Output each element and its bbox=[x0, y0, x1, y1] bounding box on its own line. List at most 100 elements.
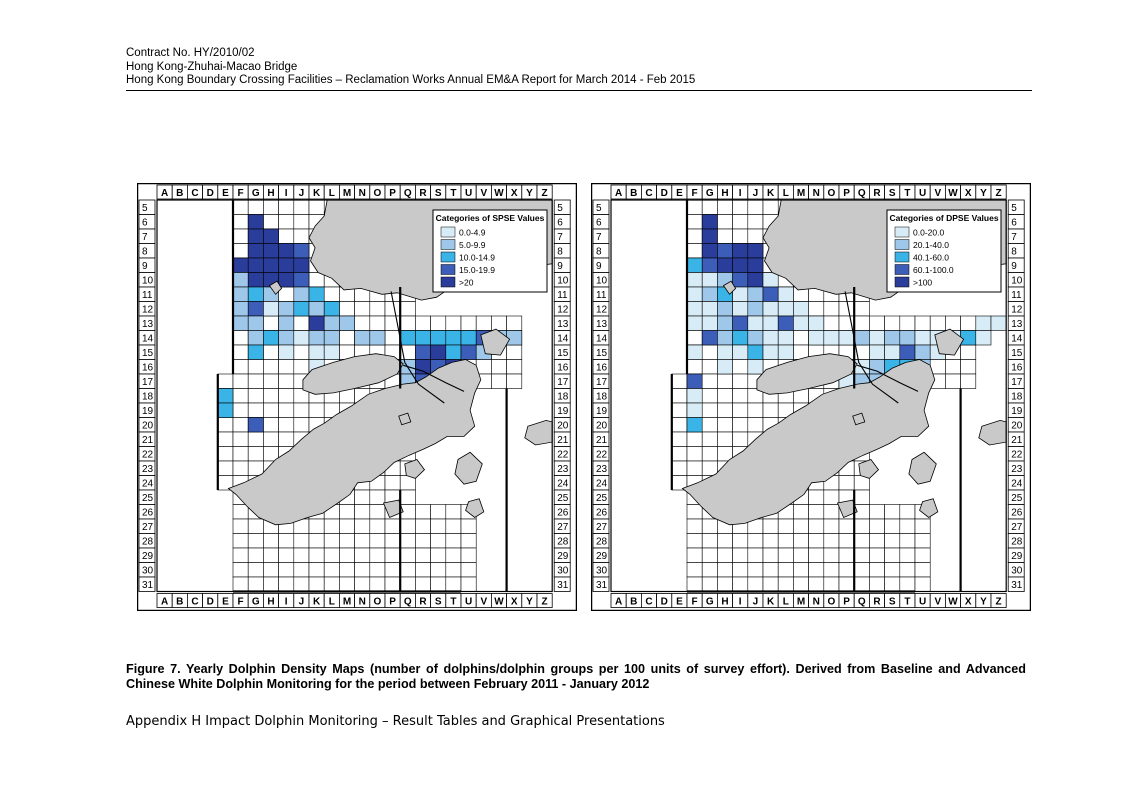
column-label-O: O bbox=[828, 597, 836, 608]
column-label-D: D bbox=[661, 597, 668, 608]
legend-swatch bbox=[440, 264, 456, 275]
column-label-D: D bbox=[207, 188, 214, 199]
density-cell-J13 bbox=[747, 315, 764, 331]
bridge-lines bbox=[844, 291, 919, 404]
density-cell-G11 bbox=[701, 286, 718, 302]
row-label-30: 30 bbox=[596, 566, 608, 577]
row-label-24: 24 bbox=[557, 479, 569, 490]
header-project: Hong Kong-Zhuhai-Macao Bridge bbox=[126, 60, 298, 73]
density-cell-I15 bbox=[732, 344, 749, 360]
column-label-U: U bbox=[465, 597, 472, 608]
density-cell-G7 bbox=[701, 228, 718, 244]
row-label-20: 20 bbox=[142, 421, 154, 432]
column-label-B: B bbox=[176, 188, 183, 199]
column-label-H: H bbox=[267, 597, 274, 608]
spse-map-svg: A B C D E F G H I J K L M N O P Q R S T U V W X Y ZA B C D E F G H I J K L M N… bbox=[137, 183, 577, 611]
density-cell-F20 bbox=[686, 417, 703, 433]
density-cell-K14 bbox=[308, 330, 325, 346]
row-label-22: 22 bbox=[557, 450, 569, 461]
column-label-X: X bbox=[965, 188, 972, 199]
density-cell-J8 bbox=[747, 243, 764, 259]
row-label-20: 20 bbox=[596, 421, 608, 432]
column-label-Y: Y bbox=[980, 597, 987, 608]
column-label-U: U bbox=[919, 597, 926, 608]
density-cell-G13 bbox=[701, 315, 718, 331]
row-label-21: 21 bbox=[1011, 435, 1023, 446]
density-cell-G20 bbox=[247, 417, 264, 433]
row-label-11: 11 bbox=[557, 290, 568, 301]
legend-item-label: 5.0-9.9 bbox=[459, 240, 486, 250]
density-cell-H12 bbox=[717, 301, 733, 317]
row-label-11: 11 bbox=[1011, 290, 1022, 301]
density-cell-E18 bbox=[217, 388, 234, 404]
column-label-P: P bbox=[843, 597, 850, 608]
column-label-M: M bbox=[797, 188, 805, 199]
column-label-B: B bbox=[630, 597, 637, 608]
legend-item-label: 60.1-100.0 bbox=[913, 265, 954, 275]
column-label-E: E bbox=[676, 597, 683, 608]
row-label-23: 23 bbox=[557, 464, 569, 475]
column-label-Y: Y bbox=[526, 188, 533, 199]
density-cell-G12 bbox=[701, 301, 718, 317]
row-label-23: 23 bbox=[142, 464, 154, 475]
column-label-Z: Z bbox=[542, 188, 548, 199]
column-label-V: V bbox=[480, 597, 487, 608]
row-label-13: 13 bbox=[1011, 319, 1023, 330]
density-cell-J9 bbox=[293, 257, 310, 273]
density-cell-S15 bbox=[430, 344, 447, 360]
row-label-18: 18 bbox=[596, 392, 608, 403]
density-cell-G9 bbox=[701, 257, 718, 273]
row-label-16: 16 bbox=[1011, 363, 1023, 374]
row-label-15: 15 bbox=[557, 348, 569, 359]
column-label-O: O bbox=[374, 597, 382, 608]
legend-swatch bbox=[894, 264, 910, 275]
row-label-19: 19 bbox=[142, 406, 154, 417]
row-label-15: 15 bbox=[1011, 348, 1023, 359]
row-label-28: 28 bbox=[142, 537, 154, 548]
column-label-S: S bbox=[889, 597, 896, 608]
column-label-C: C bbox=[645, 597, 652, 608]
density-cell-H14 bbox=[717, 330, 733, 346]
density-cell-K14 bbox=[762, 330, 779, 346]
row-label-17: 17 bbox=[557, 377, 569, 388]
density-cell-G6 bbox=[247, 214, 264, 230]
legend-item-label: 20.1-40.0 bbox=[913, 240, 949, 250]
density-cell-I13 bbox=[732, 315, 749, 331]
legend-item-label: 40.1-60.0 bbox=[913, 253, 949, 263]
density-cell-R14 bbox=[415, 330, 431, 346]
density-cell-L15 bbox=[323, 344, 340, 360]
row-label-31: 31 bbox=[1011, 580, 1023, 591]
row-label-16: 16 bbox=[557, 363, 569, 374]
row-label-27: 27 bbox=[557, 522, 569, 533]
column-label-U: U bbox=[919, 188, 926, 199]
row-label-24: 24 bbox=[1011, 479, 1023, 490]
density-cell-G11 bbox=[247, 286, 264, 302]
column-label-D: D bbox=[207, 597, 214, 608]
column-label-G: G bbox=[706, 597, 714, 608]
column-label-M: M bbox=[343, 188, 351, 199]
row-label-21: 21 bbox=[557, 435, 569, 446]
density-cell-R16 bbox=[415, 359, 431, 375]
row-label-28: 28 bbox=[1011, 537, 1023, 548]
density-cell-T15 bbox=[445, 344, 462, 360]
column-label-K: K bbox=[767, 597, 775, 608]
density-cell-N14 bbox=[808, 330, 825, 346]
column-label-F: F bbox=[692, 597, 698, 608]
density-cell-F11 bbox=[686, 286, 703, 302]
column-label-J: J bbox=[299, 188, 305, 199]
row-label-11: 11 bbox=[142, 290, 153, 301]
row-label-14: 14 bbox=[1011, 334, 1023, 345]
row-label-25: 25 bbox=[142, 493, 154, 504]
row-label-20: 20 bbox=[1011, 421, 1023, 432]
density-cell-L12 bbox=[777, 301, 794, 317]
density-cell-I14 bbox=[732, 330, 749, 346]
column-label-I: I bbox=[739, 597, 742, 608]
row-label-12: 12 bbox=[142, 305, 154, 316]
density-cell-F9 bbox=[686, 257, 703, 273]
density-cell-H8 bbox=[717, 243, 733, 259]
row-label-25: 25 bbox=[596, 493, 608, 504]
legend-item-label: >100 bbox=[913, 278, 932, 288]
column-label-G: G bbox=[252, 188, 260, 199]
density-cell-G14 bbox=[247, 330, 264, 346]
